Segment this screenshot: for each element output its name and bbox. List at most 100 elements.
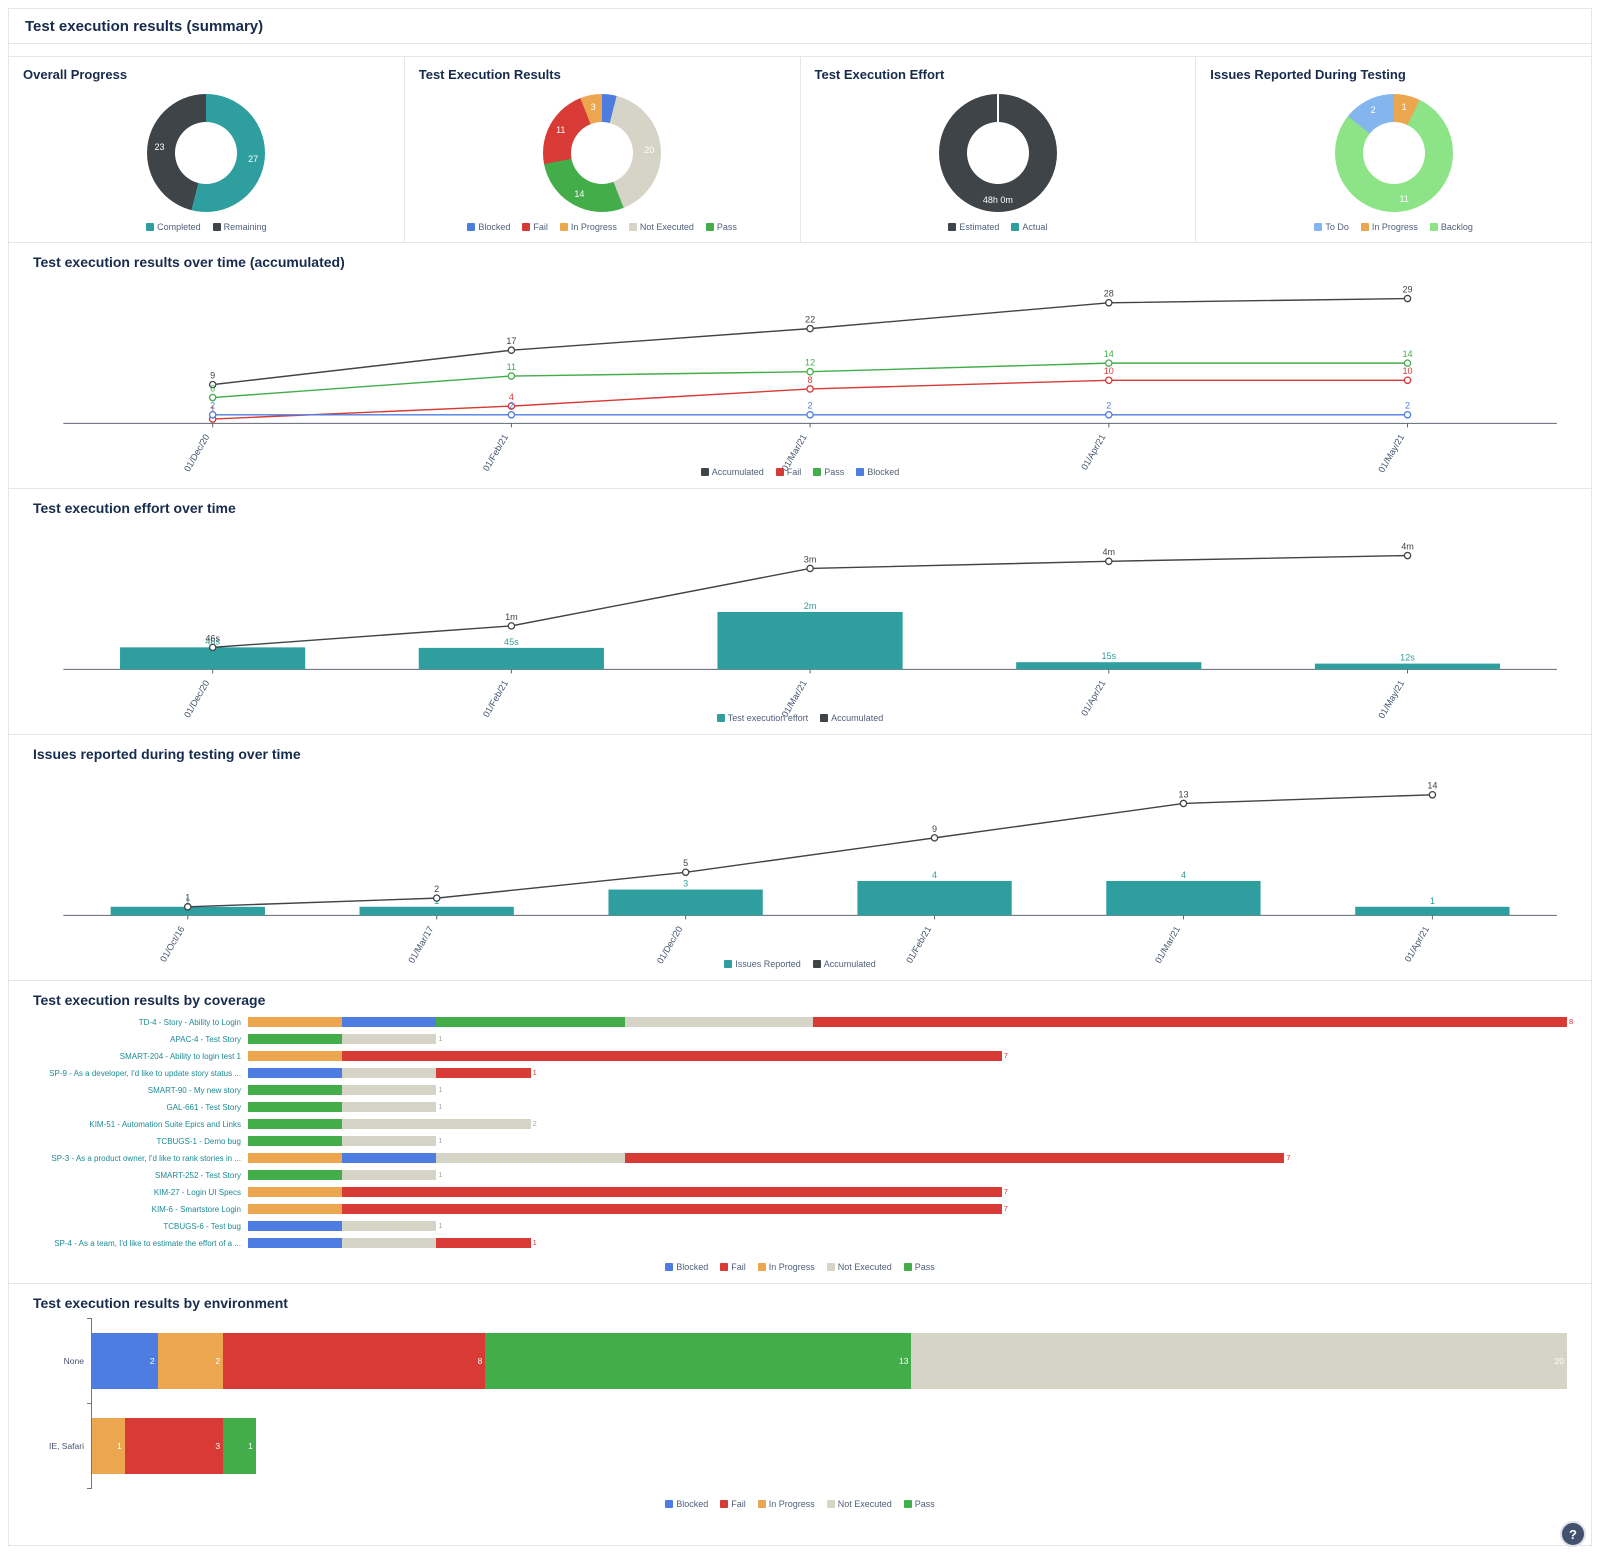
data-point-blocked[interactable] xyxy=(208,411,217,419)
bar[interactable] xyxy=(359,906,514,916)
data-point-pass[interactable] xyxy=(1105,359,1113,367)
bar-segment-pass[interactable] xyxy=(485,1332,912,1389)
legend-item-accumulated[interactable]: Accumulated xyxy=(812,959,876,969)
data-point-accumulated[interactable] xyxy=(507,621,516,630)
legend-item-fail[interactable]: Fail xyxy=(720,1499,746,1509)
bar-segment-not_executed[interactable] xyxy=(342,1221,437,1232)
bar-segment-fail[interactable] xyxy=(624,1153,1285,1164)
data-point-fail[interactable] xyxy=(1105,376,1113,385)
legend-item-test-execution-effort[interactable]: Test execution effort xyxy=(716,713,808,723)
legend-item-accumulated[interactable]: Accumulated xyxy=(700,467,764,477)
legend-item-in-progress[interactable]: In Progress xyxy=(757,1262,815,1272)
bar[interactable] xyxy=(418,647,604,670)
bar-segment-in_progress[interactable] xyxy=(248,1204,343,1215)
data-point-accumulated[interactable] xyxy=(806,324,814,333)
legend-item-backlog[interactable]: Backlog xyxy=(1429,222,1473,232)
bar-segment-not_executed[interactable] xyxy=(342,1119,531,1130)
legend-item-in-progress[interactable]: In Progress xyxy=(757,1499,815,1509)
data-point-blocked[interactable] xyxy=(806,411,814,419)
bar[interactable] xyxy=(1016,662,1202,670)
bar[interactable] xyxy=(1355,906,1510,916)
bar-segment-fail[interactable] xyxy=(813,1017,1567,1028)
bar-segment-pass[interactable] xyxy=(248,1170,343,1181)
legend-item-pass[interactable]: Pass xyxy=(705,222,737,232)
legend-item-to-do[interactable]: To Do xyxy=(1314,222,1349,232)
data-point-pass[interactable] xyxy=(208,393,217,402)
data-point-accumulated[interactable] xyxy=(208,380,217,389)
data-point-accumulated[interactable] xyxy=(432,894,441,902)
bar-segment-not_executed[interactable] xyxy=(911,1332,1567,1389)
bar-segment-fail[interactable] xyxy=(223,1332,486,1389)
data-point-blocked[interactable] xyxy=(1105,411,1113,419)
legend-item-in-progress[interactable]: In Progress xyxy=(559,222,617,232)
bar-segment-fail[interactable] xyxy=(342,1051,1002,1062)
issue-link-gal-661-test-story[interactable]: GAL-661 - Test Story xyxy=(166,1102,241,1112)
legend-item-actual[interactable]: Actual xyxy=(1011,222,1047,232)
bar-segment-pass[interactable] xyxy=(436,1017,625,1028)
bar-segment-in_progress[interactable] xyxy=(92,1417,125,1474)
data-point-accumulated[interactable] xyxy=(1105,298,1113,307)
bar-segment-fail[interactable] xyxy=(436,1068,531,1079)
issue-link-kim-6-smartstore-login[interactable]: KIM-6 - Smartstore Login xyxy=(151,1204,241,1214)
data-point-accumulated[interactable] xyxy=(1403,551,1412,560)
issue-link-tcbugs-6-test-bug[interactable]: TCBUGS-6 - Test bug xyxy=(163,1221,241,1231)
legend-item-blocked[interactable]: Blocked xyxy=(665,1262,708,1272)
data-point-accumulated[interactable] xyxy=(183,902,192,911)
issue-link-td-4-story-ability-to-login[interactable]: TD-4 - Story - Ability to Login xyxy=(138,1017,241,1027)
data-point-pass[interactable] xyxy=(806,367,814,376)
issue-link-sp-9-as-a-developer-i-d-like-to-update-story-status-[interactable]: SP-9 - As a developer, I'd like to updat… xyxy=(49,1068,241,1078)
bar-segment-fail[interactable] xyxy=(124,1417,224,1474)
legend-item-not-executed[interactable]: Not Executed xyxy=(628,222,694,232)
bar-segment-not_executed[interactable] xyxy=(342,1102,437,1113)
data-point-accumulated[interactable] xyxy=(681,868,690,876)
legend-item-in-progress[interactable]: In Progress xyxy=(1360,222,1418,232)
bar[interactable] xyxy=(120,647,306,670)
bar-segment-not_executed[interactable] xyxy=(342,1238,437,1249)
legend-item-blocked[interactable]: Blocked xyxy=(856,467,899,477)
bar-segment-fail[interactable] xyxy=(436,1238,531,1249)
help-button[interactable]: ? xyxy=(1560,1521,1586,1547)
bar-segment-not_executed[interactable] xyxy=(342,1034,437,1045)
bar-segment-in_progress[interactable] xyxy=(157,1332,224,1389)
legend-item-pass[interactable]: Pass xyxy=(813,467,844,477)
legend-item-not-executed[interactable]: Not Executed xyxy=(826,1262,892,1272)
bar-segment-blocked[interactable] xyxy=(342,1017,437,1028)
legend-item-accumulated[interactable]: Accumulated xyxy=(820,713,883,723)
bar[interactable] xyxy=(608,889,763,916)
bar-segment-in_progress[interactable] xyxy=(248,1187,343,1198)
legend-item-pass[interactable]: Pass xyxy=(903,1499,935,1509)
issue-link-apac-4-test-story[interactable]: APAC-4 - Test Story xyxy=(170,1034,241,1044)
legend-item-remaining[interactable]: Remaining xyxy=(212,222,267,232)
data-point-blocked[interactable] xyxy=(507,411,516,419)
legend-item-completed[interactable]: Completed xyxy=(146,222,201,232)
bar-segment-not_executed[interactable] xyxy=(436,1153,625,1164)
bar-segment-blocked[interactable] xyxy=(342,1153,437,1164)
bar-segment-blocked[interactable] xyxy=(248,1221,343,1232)
data-point-fail[interactable] xyxy=(1403,376,1412,385)
bar[interactable] xyxy=(857,880,1012,916)
issue-link-kim-27-login-ui-specs[interactable]: KIM-27 - Login UI Specs xyxy=(153,1187,241,1197)
issue-link-smart-90-my-new-story[interactable]: SMART-90 - My new story xyxy=(147,1085,241,1095)
legend-item-fail[interactable]: Fail xyxy=(522,222,548,232)
bar-segment-not_executed[interactable] xyxy=(342,1170,437,1181)
bar-segment-in_progress[interactable] xyxy=(248,1017,343,1028)
legend-item-estimated[interactable]: Estimated xyxy=(948,222,999,232)
bar-segment-pass[interactable] xyxy=(248,1119,343,1130)
bar-segment-blocked[interactable] xyxy=(248,1238,343,1249)
data-point-accumulated[interactable] xyxy=(806,564,814,573)
bar[interactable] xyxy=(110,906,265,916)
issue-link-smart-204-ability-to-login-test-1[interactable]: SMART-204 - Ability to login test 1 xyxy=(119,1051,241,1061)
issue-link-smart-252-test-story[interactable]: SMART-252 - Test Story xyxy=(155,1170,241,1180)
data-point-pass[interactable] xyxy=(1403,359,1412,367)
data-point-blocked[interactable] xyxy=(1403,411,1412,419)
bar[interactable] xyxy=(1314,663,1501,670)
legend-item-fail[interactable]: Fail xyxy=(720,1262,746,1272)
data-point-pass[interactable] xyxy=(507,372,516,380)
legend-item-pass[interactable]: Pass xyxy=(903,1262,935,1272)
bar-segment-pass[interactable] xyxy=(248,1034,343,1045)
data-point-accumulated[interactable] xyxy=(208,643,217,652)
data-point-accumulated[interactable] xyxy=(1403,294,1412,303)
bar-segment-blocked[interactable] xyxy=(248,1068,343,1079)
bar-segment-not_executed[interactable] xyxy=(342,1068,437,1079)
data-point-accumulated[interactable] xyxy=(1179,799,1188,807)
